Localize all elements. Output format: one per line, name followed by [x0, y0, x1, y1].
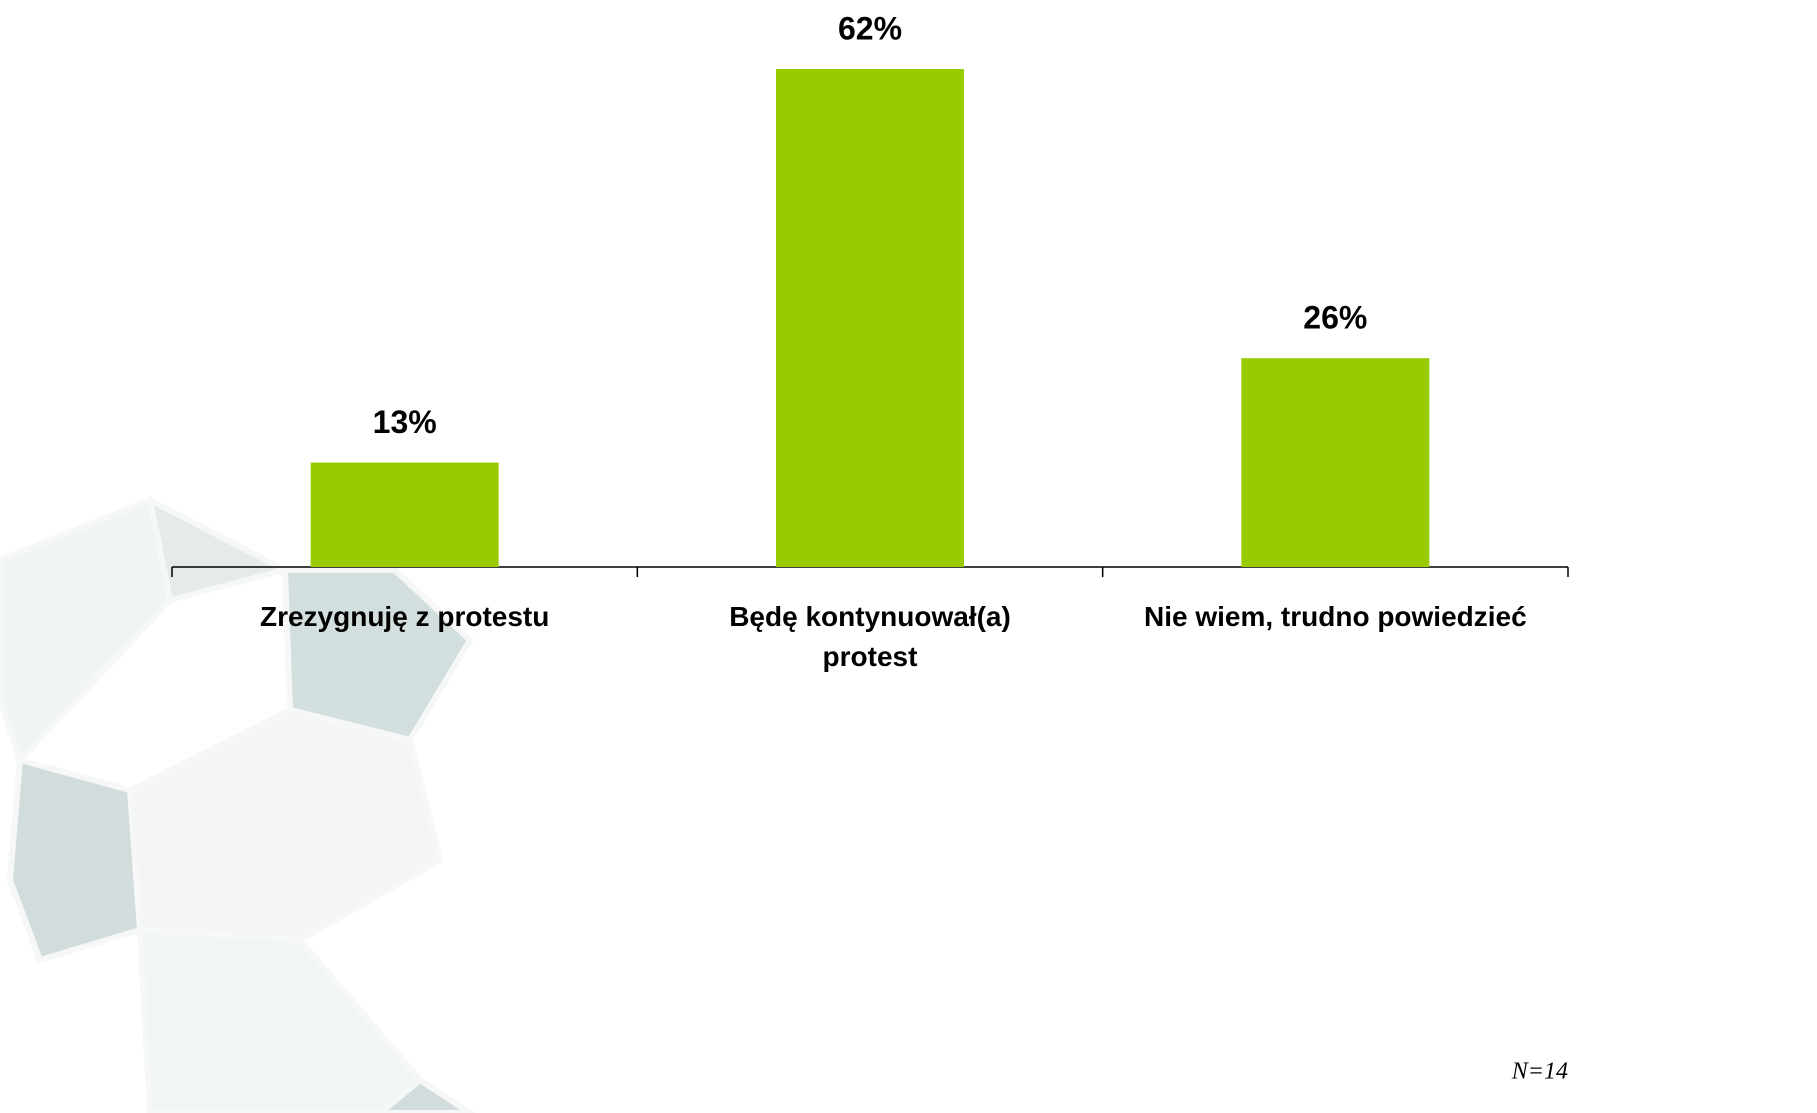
value-label: 62%	[838, 10, 902, 46]
x-tick-label: Zrezygnuję z protestu	[259, 601, 550, 632]
x-tick-label-box: Nie wiem, trudno powiedzieć	[1143, 601, 1527, 632]
sample-note: N=14	[1511, 1059, 1568, 1085]
bar	[776, 69, 964, 567]
x-tick-label: Nie wiem, trudno powiedzieć	[1143, 601, 1527, 632]
bar	[310, 462, 499, 567]
x-tick-label-box: Będę kontynuował(a) protest	[729, 601, 1011, 672]
bar	[1241, 358, 1430, 567]
value-label: 13%	[373, 404, 437, 440]
x-tick-label: Będę kontynuował(a) protest	[729, 601, 1011, 672]
background-ball	[0, 495, 476, 1113]
x-tick-label-box: Zrezygnuję z protestu	[259, 601, 550, 632]
value-label: 26%	[1303, 300, 1367, 336]
